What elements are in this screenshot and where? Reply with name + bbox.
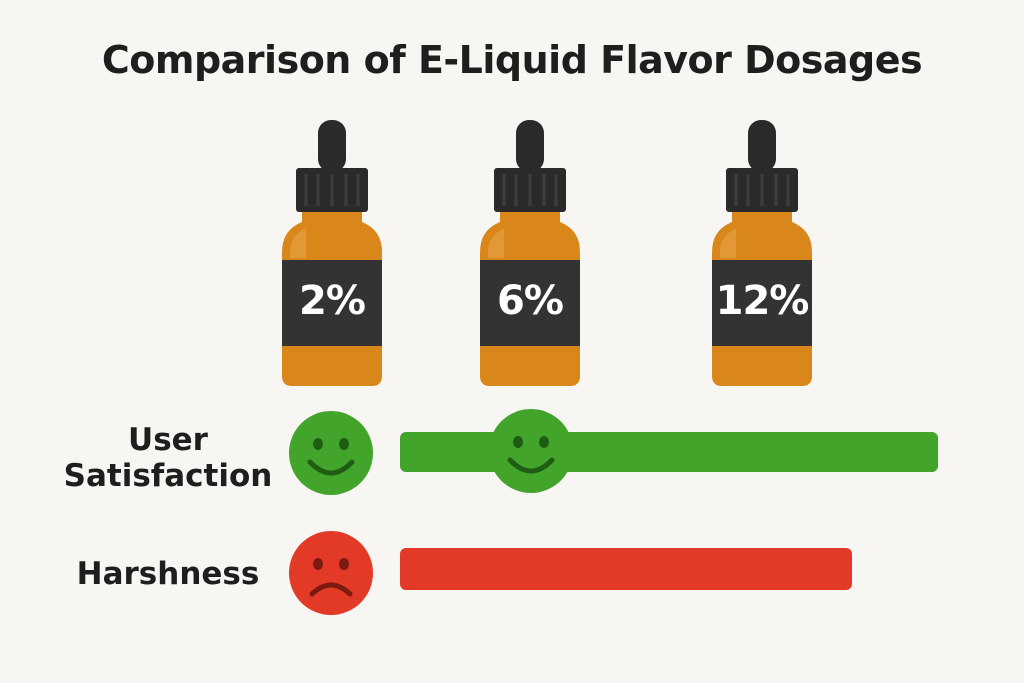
dropper-bottle-6: 6% <box>478 118 582 388</box>
satisfaction-label-line2: Satisfaction <box>63 458 273 494</box>
dosage-label: 12% <box>715 278 810 324</box>
dosage-label: 6% <box>497 278 564 324</box>
dropper-bottle-icon <box>282 120 382 386</box>
dropper-bottle-icon <box>480 120 580 386</box>
dropper-bottle-12: 12% <box>710 118 814 388</box>
harshness-bar <box>400 548 852 590</box>
chart-title: Comparison of E-Liquid Flavor Dosages <box>101 38 923 82</box>
dropper-bottle-2: 2% <box>280 118 384 388</box>
dropper-bottle-icon <box>712 120 812 386</box>
frowny-face-icon <box>289 531 373 615</box>
satisfaction-label-line1: User <box>128 422 208 458</box>
satisfaction-bar <box>400 432 938 472</box>
smiley-face-icon <box>289 411 373 495</box>
satisfaction-label: User Satisfaction <box>58 422 278 494</box>
dosage-label: 2% <box>299 278 366 324</box>
harshness-label: Harshness <box>76 556 260 592</box>
smiley-face-icon <box>489 409 573 493</box>
